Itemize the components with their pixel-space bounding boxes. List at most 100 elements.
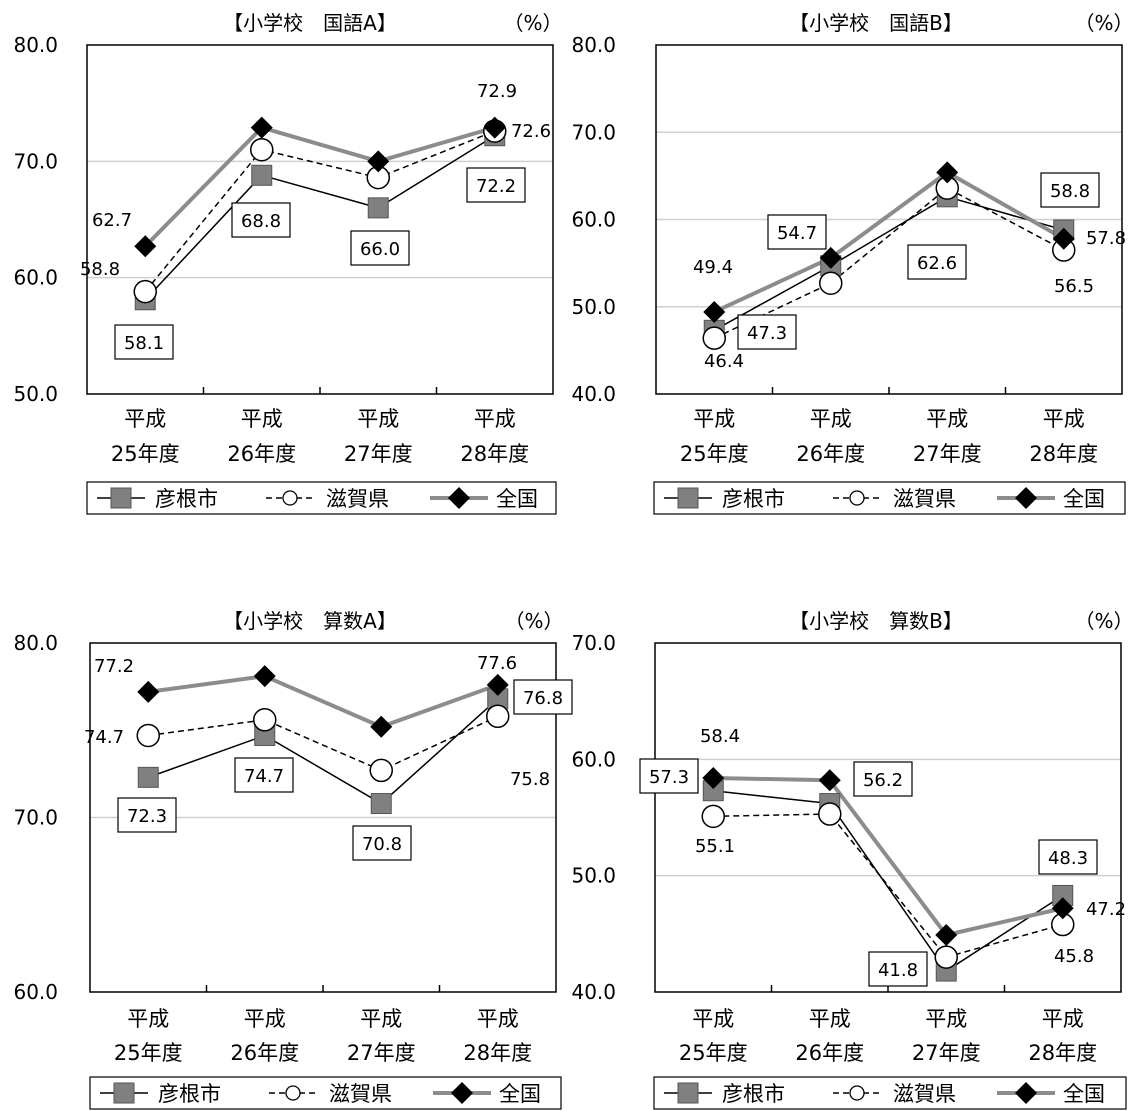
data-label-box (231, 202, 291, 238)
data-label-national: 77.2 (94, 656, 134, 677)
legend-marker-shiga (849, 490, 865, 506)
data-point-national (1052, 227, 1075, 250)
series-line-hikone (147, 698, 499, 805)
unit-label: （%） (503, 11, 562, 35)
legend-marker-shiga (849, 1085, 865, 1101)
data-point-shiga (253, 708, 277, 732)
data-point-national (1051, 897, 1074, 920)
y-tick-label: 50.0 (571, 864, 616, 888)
data-label-hikone: 62.6 (917, 253, 957, 274)
chart-title: 【小学校 算数A】 (223, 609, 397, 633)
chart-title: 【小学校 国語B】 (789, 11, 963, 35)
legend-marker-shiga (282, 490, 298, 506)
data-label-hikone: 58.8 (1050, 181, 1090, 202)
data-label-hikone: 68.8 (241, 211, 281, 232)
x-category-label: 平成 (809, 1007, 851, 1031)
x-category-label: 27年度 (912, 1041, 981, 1065)
chart-title: 【小学校 国語A】 (223, 11, 397, 35)
data-label-box (639, 758, 699, 794)
data-label-shiga: 55.1 (695, 836, 735, 857)
data-label-box (466, 167, 526, 203)
x-category-label: 平成 (127, 1007, 169, 1031)
unit-label: （%） (1074, 609, 1133, 633)
data-label-hikone: 57.3 (649, 767, 689, 788)
y-tick-label: 60.0 (571, 208, 616, 232)
y-tick-label: 60.0 (13, 980, 58, 1004)
data-label-hikone: 41.8 (878, 960, 918, 981)
data-point-national (702, 766, 725, 789)
data-point-national (486, 673, 509, 696)
data-point-national (935, 923, 958, 946)
data-label-hikone: 54.7 (777, 223, 817, 244)
data-point-hikone (370, 793, 392, 815)
data-point-hikone (137, 766, 159, 788)
legend-marker-hikone (113, 1082, 135, 1104)
series-line-national (147, 674, 499, 729)
data-label-hikone: 66.0 (360, 239, 400, 260)
data-label-box (234, 757, 294, 793)
legend-marker-hikone (677, 1082, 699, 1104)
legend-marker-national (1015, 487, 1037, 509)
data-label-national: 72.9 (477, 81, 517, 102)
data-label-hikone: 72.3 (127, 806, 167, 827)
data-point-shiga (701, 804, 725, 829)
legend-label-hikone: 彦根市 (722, 487, 785, 511)
legend-marker-hikone (110, 487, 132, 509)
data-label-national: 57.8 (1086, 228, 1126, 249)
y-tick-label: 80.0 (571, 33, 616, 57)
x-category-label: 平成 (124, 407, 166, 431)
data-label-box (907, 244, 967, 280)
y-tick-label: 50.0 (571, 295, 616, 319)
data-point-shiga (818, 802, 842, 826)
data-point-shiga (369, 758, 393, 783)
x-category-label: 平成 (357, 407, 399, 431)
x-category-label: 平成 (360, 1007, 402, 1031)
y-tick-label: 80.0 (13, 631, 58, 655)
series-line-hikone (713, 789, 1064, 972)
data-point-national (370, 715, 393, 738)
legend: 彦根市 滋賀県 全国 (653, 1076, 1127, 1110)
y-tick-label: 80.0 (13, 33, 58, 57)
series-line-shiga (148, 715, 499, 772)
data-label-hikone: 48.3 (1048, 848, 1088, 869)
data-label-box (853, 761, 913, 797)
data-label-box (350, 230, 410, 266)
y-tick-label: 50.0 (13, 382, 58, 406)
x-category-label: 平成 (925, 1007, 967, 1031)
data-point-shiga (250, 137, 274, 162)
data-point-shiga (934, 945, 958, 969)
legend-label-hikone: 彦根市 (155, 487, 218, 511)
data-label-shiga: 74.7 (84, 727, 124, 748)
series-line-shiga (144, 130, 496, 293)
data-label-box (868, 951, 928, 987)
y-tick-label: 70.0 (13, 806, 58, 830)
data-point-national (137, 680, 160, 703)
legend-label-national: 全国 (499, 1082, 541, 1106)
legend-label-hikone: 彦根市 (722, 1082, 785, 1106)
legend-label-shiga: 滋賀県 (893, 487, 956, 511)
chart-panel-3: 60.0 70.0 80.0 【小学校 算数A】 （%） 平成 25年度 平成 26年度 平成 27… (13, 609, 573, 1110)
y-tick-label: 60.0 (571, 747, 616, 771)
y-tick-label: 60.0 (13, 266, 58, 290)
series-line-shiga (713, 187, 1065, 339)
data-label-box (513, 679, 573, 715)
data-label-hikone: 74.7 (244, 766, 284, 787)
x-category-label: 25年度 (114, 1041, 183, 1065)
data-label-hikone: 47.3 (747, 323, 787, 344)
data-point-shiga (133, 279, 157, 304)
x-category-label: 平成 (474, 407, 516, 431)
chart-panel-1: 50.0 60.0 70.0 80.0 【小学校 国語A】 （%） 平成 25年度 平成 26年度… (13, 11, 563, 515)
data-label-box (1040, 172, 1100, 208)
chart-title: 【小学校 算数B】 (789, 609, 963, 633)
data-point-national (250, 116, 273, 139)
x-category-label: 26年度 (795, 1041, 864, 1065)
x-category-label: 27年度 (344, 442, 413, 466)
data-point-shiga (136, 723, 160, 748)
data-label-box (767, 214, 827, 250)
series-line-hikone (713, 196, 1064, 331)
data-point-shiga (819, 271, 843, 295)
data-label-box (352, 825, 412, 861)
data-label-shiga: 75.8 (510, 769, 550, 790)
x-category-label: 平成 (1042, 1007, 1084, 1031)
chart-panel-4: 40.0 50.0 60.0 70.0 【小学校 算数B】 （%） 平成 25年度 平成 26年度… (571, 609, 1133, 1110)
